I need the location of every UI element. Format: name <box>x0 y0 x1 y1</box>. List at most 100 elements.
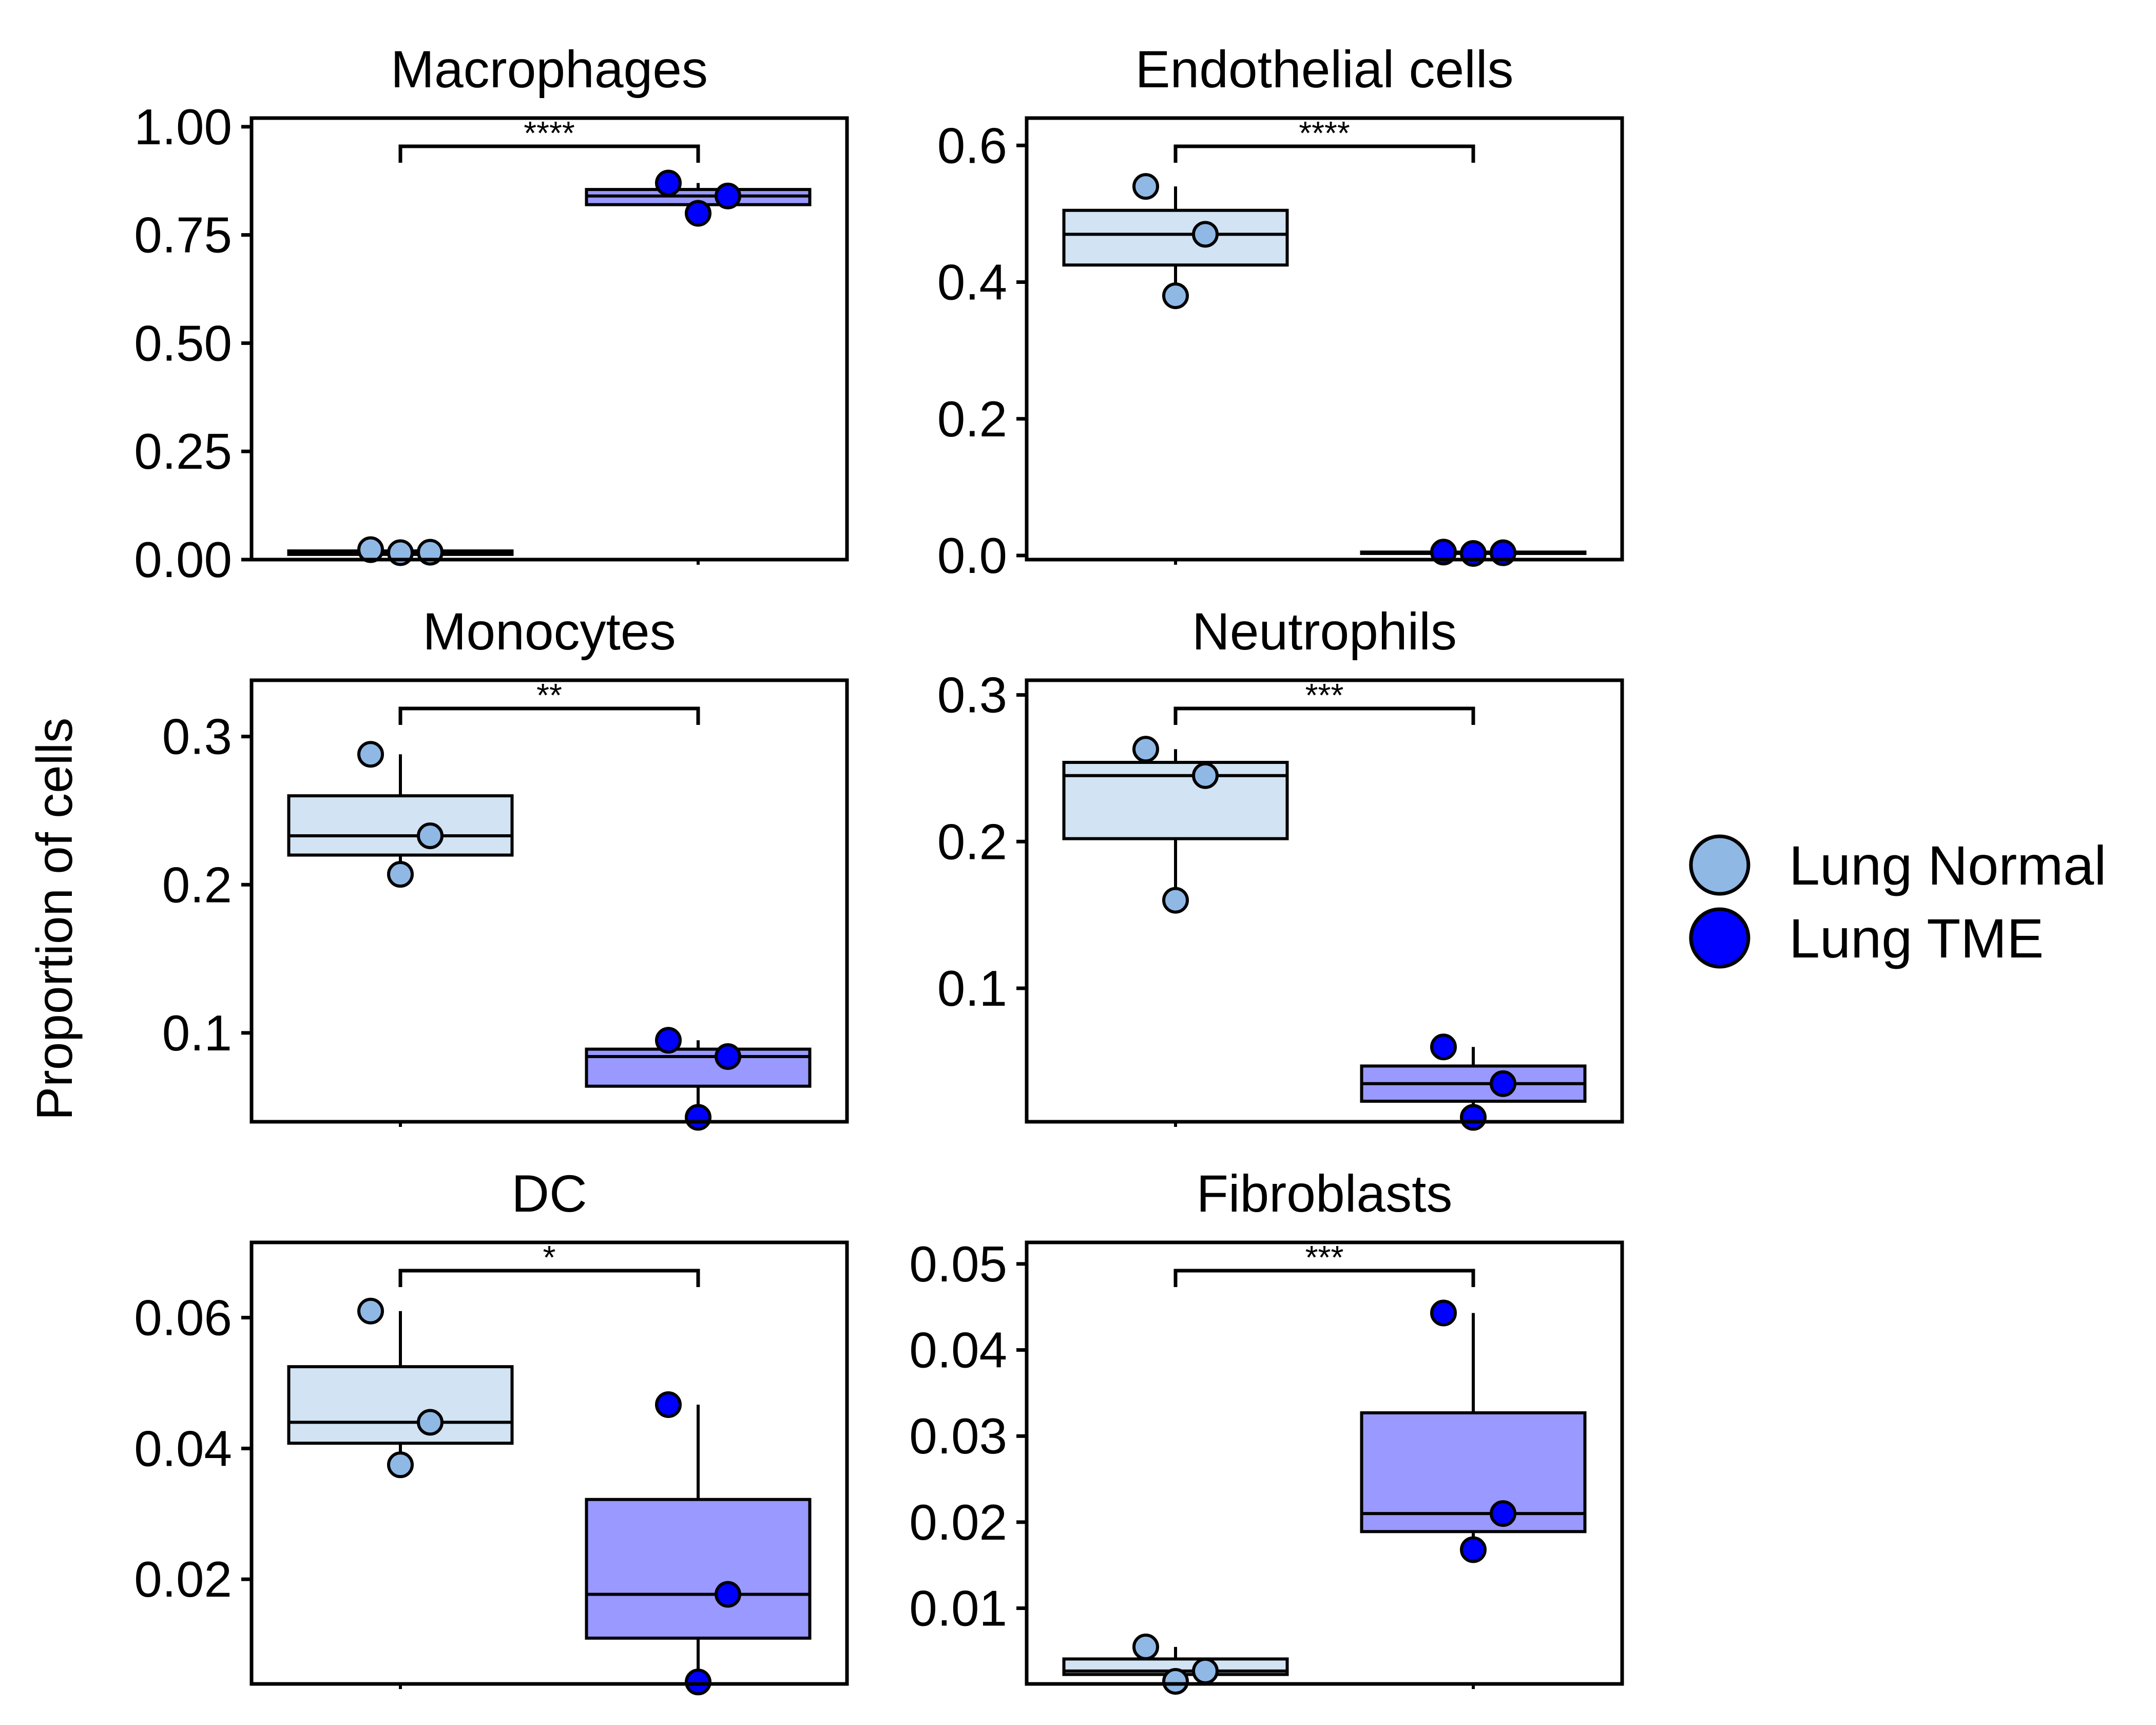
data-point <box>357 741 384 768</box>
y-tick-label: 0.1 <box>162 1005 232 1061</box>
data-point <box>417 1409 444 1436</box>
data-point <box>1460 1536 1487 1563</box>
panel-title: Fibroblasts <box>1197 1164 1453 1223</box>
y-tick-label: 1.00 <box>134 99 232 155</box>
data-point <box>1460 540 1487 567</box>
y-tick-label: 0.2 <box>937 391 1007 447</box>
data-point <box>715 1043 741 1070</box>
series-lung-tme <box>585 169 812 227</box>
plot-frame <box>249 678 849 1124</box>
panel-fibroblasts: Fibroblasts 0.01 0.02 0.03 0.04 0.05 *** <box>909 1164 1624 1695</box>
box <box>585 1047 812 1088</box>
data-point <box>1192 221 1219 248</box>
series-lung-tme <box>1360 1033 1587 1131</box>
legend-label: Lung TME <box>1789 907 2044 969</box>
data-point <box>1132 173 1159 200</box>
data-point <box>715 1581 741 1608</box>
plot-frame <box>1025 678 1624 1124</box>
box <box>1062 208 1289 267</box>
y-tick-label: 0.06 <box>134 1290 232 1346</box>
significance-bracket <box>1173 1269 1475 1287</box>
series-lung-normal <box>1062 1633 1289 1695</box>
series-lung-normal <box>287 1297 514 1479</box>
data-point <box>1430 1299 1457 1327</box>
y-tick-label: 0.04 <box>909 1322 1007 1378</box>
data-point <box>685 1104 711 1131</box>
data-point <box>1490 1500 1516 1527</box>
significance-label: **** <box>1299 114 1350 151</box>
data-point <box>655 1027 682 1054</box>
box <box>287 1365 514 1445</box>
data-point <box>1430 1033 1457 1061</box>
legend-item-lung-normal: Lung Normal <box>1689 834 2106 896</box>
y-tick-label: 0.4 <box>937 254 1007 311</box>
y-tick-label: 0.3 <box>937 667 1007 723</box>
data-point <box>1192 1657 1219 1684</box>
y-tick-label: 0.1 <box>937 960 1007 1017</box>
data-point <box>387 861 414 888</box>
data-point <box>1192 762 1219 789</box>
y-tick-label: 0.02 <box>134 1551 232 1607</box>
series-lung-tme <box>585 1391 812 1696</box>
panel-title: Neutrophils <box>1192 602 1457 661</box>
box <box>287 794 514 857</box>
y-tick-label: 0.3 <box>162 708 232 765</box>
data-point <box>1162 887 1189 914</box>
data-point <box>387 1451 414 1479</box>
y-tick-label: 0.25 <box>134 423 232 480</box>
significance-label: **** <box>524 114 575 151</box>
y-tick-label: 0.75 <box>134 207 232 263</box>
data-point <box>655 169 682 197</box>
panel-title: Monocytes <box>422 602 676 661</box>
data-point <box>655 1391 682 1418</box>
plot-frame <box>249 1240 849 1686</box>
plot-frame <box>1025 116 1624 562</box>
significance-bracket <box>398 144 700 163</box>
series-lung-tme <box>585 1027 812 1131</box>
series-lung-normal <box>1062 736 1289 914</box>
series-lung-normal <box>1062 173 1289 310</box>
data-point <box>715 182 741 209</box>
y-tick-label: 0.05 <box>909 1236 1007 1292</box>
data-point <box>357 1297 384 1325</box>
legend-marker <box>1689 834 1750 896</box>
y-tick-label: 0.2 <box>937 813 1007 870</box>
legend-item-lung-tme: Lung TME <box>1689 907 2044 969</box>
data-point <box>1490 1070 1516 1097</box>
panel-title: DC <box>511 1164 587 1223</box>
series-lung-normal <box>287 741 514 888</box>
data-point <box>1132 1633 1159 1660</box>
data-point <box>357 536 384 563</box>
significance-bracket <box>1173 706 1475 725</box>
panel-title: Endothelial cells <box>1135 40 1513 99</box>
significance-bracket <box>398 1269 700 1287</box>
y-tick-label: 0.00 <box>134 531 232 588</box>
series-lung-tme <box>1360 539 1587 567</box>
data-point <box>685 1669 711 1696</box>
box <box>1062 761 1289 840</box>
plot-frame <box>249 116 849 562</box>
y-axis-label: Proportion of cells <box>26 718 83 1120</box>
y-tick-label: 0.0 <box>937 527 1007 584</box>
significance-bracket <box>1173 144 1475 163</box>
legend: Lung Normal Lung TME <box>1689 834 2106 969</box>
box <box>585 1498 812 1640</box>
y-tick-label: 0.03 <box>909 1408 1007 1464</box>
data-point <box>685 200 711 227</box>
data-point <box>1162 282 1189 310</box>
significance-label: * <box>543 1239 556 1276</box>
panel-endothelial-cells: Endothelial cells 0.0 0.2 0.4 0.6 **** <box>937 40 1624 584</box>
legend-label: Lung Normal <box>1789 834 2106 896</box>
y-tick-label: 0.6 <box>937 117 1007 174</box>
data-point <box>1460 1104 1487 1131</box>
panel-macrophages: Macrophages 0.00 0.25 0.50 0.75 1.00 **** <box>134 40 849 588</box>
panel-title: Macrophages <box>391 40 708 99</box>
y-tick-label: 0.02 <box>909 1494 1007 1550</box>
legend-marker <box>1689 907 1750 969</box>
data-point <box>417 822 444 850</box>
data-point <box>1132 736 1159 763</box>
y-tick-label: 0.2 <box>162 856 232 913</box>
significance-label: *** <box>1305 677 1344 714</box>
